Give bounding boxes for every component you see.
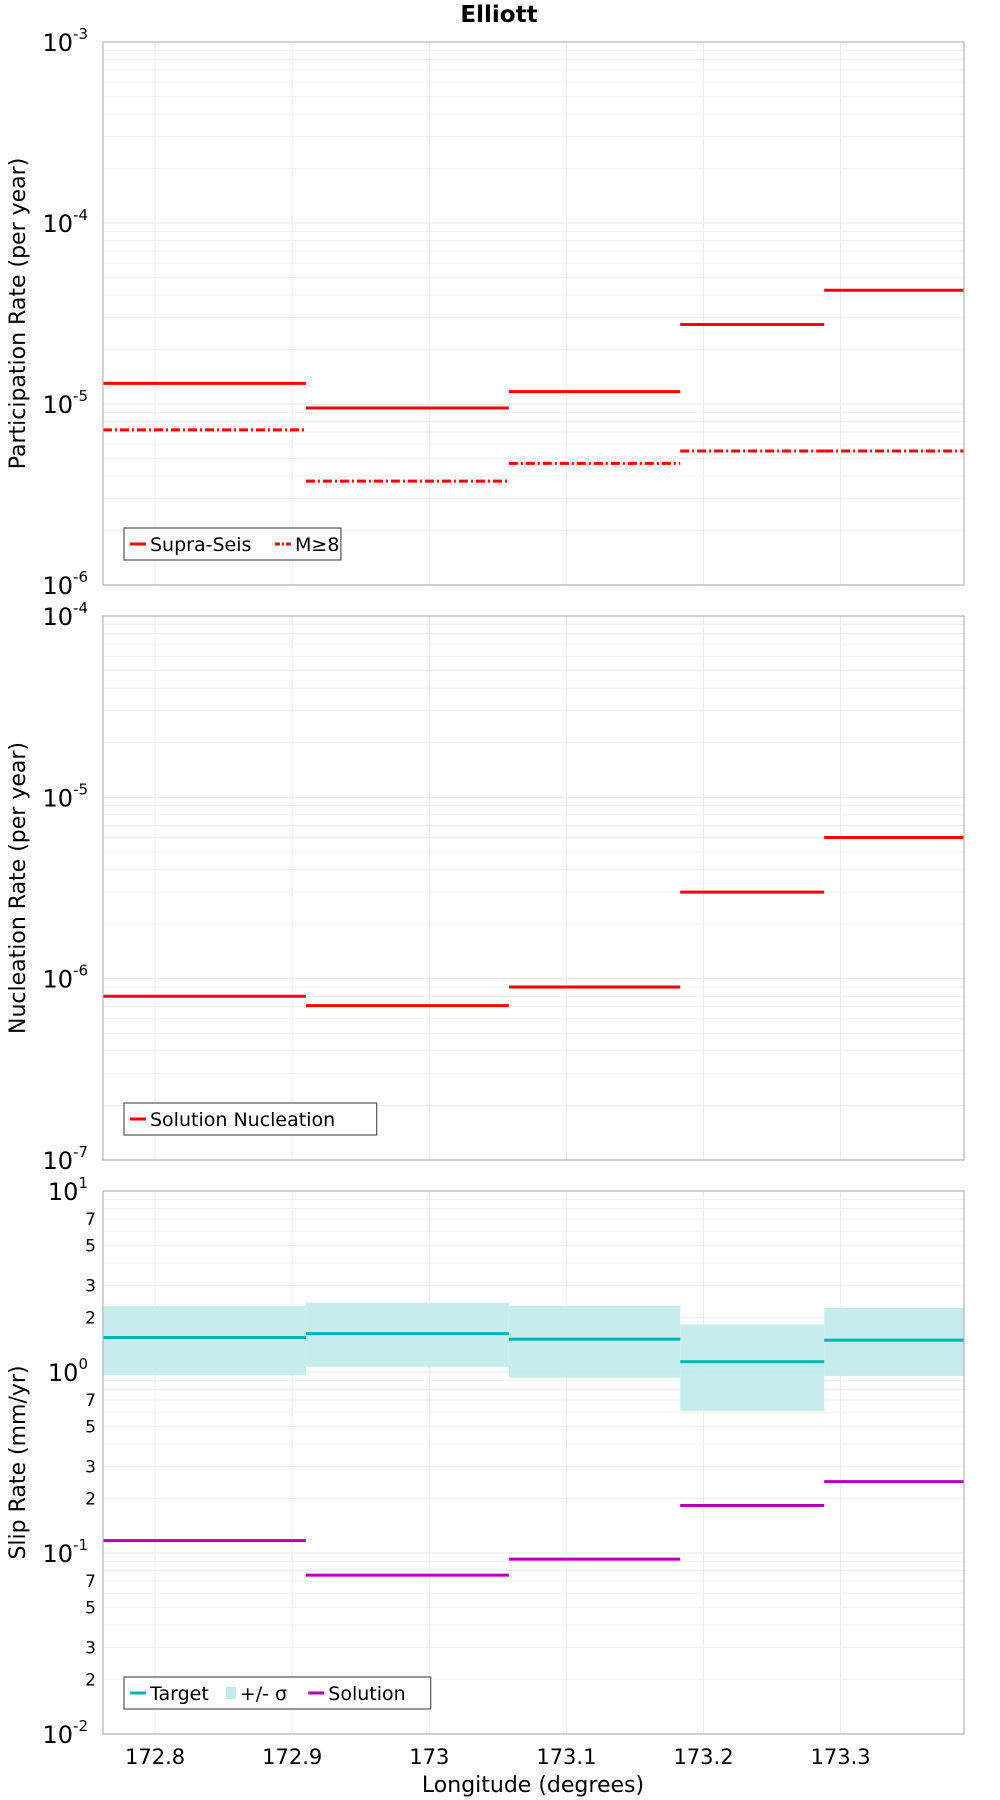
chart-title: Elliott bbox=[460, 2, 537, 28]
y-axis-title: Slip Rate (mm/yr) bbox=[6, 1365, 31, 1559]
y-minor-tick-label: 5 bbox=[85, 1598, 96, 1618]
legend-box bbox=[123, 527, 342, 561]
y-tick-label: 10-4 bbox=[42, 599, 88, 631]
y-minor-tick-label: 3 bbox=[85, 1639, 96, 1659]
legend-label: Solution bbox=[328, 1683, 405, 1705]
y-tick-label: 10-1 bbox=[42, 1536, 88, 1568]
legend: Solution Nucleation bbox=[123, 1102, 378, 1136]
x-tick-label: 173.3 bbox=[811, 1745, 871, 1769]
y-tick-label: 10-7 bbox=[42, 1143, 88, 1175]
y-minor-tick-label: 2 bbox=[85, 1309, 96, 1329]
legend-box bbox=[123, 1676, 432, 1710]
panel-nucleation: 10-7 10-6 10-5 10-4 Nucleation Rate (per yea… bbox=[6, 599, 965, 1175]
y-minor-tick-label: 5 bbox=[85, 1417, 96, 1437]
y-axis-title: Nucleation Rate (per year) bbox=[6, 742, 31, 1034]
panel-participation: 10-6 10-5 10-4 10-3 Participation Rate (per … bbox=[6, 25, 965, 600]
y-tick-label: 10-5 bbox=[42, 387, 88, 419]
plot-frame bbox=[102, 615, 965, 1161]
legend-label: M≥8 bbox=[295, 534, 339, 556]
sigma-band-segment bbox=[103, 1306, 306, 1376]
y-tick-label: 100 bbox=[48, 1355, 88, 1387]
legend-label: Supra-Seis bbox=[150, 534, 251, 556]
plot-frame bbox=[102, 1190, 965, 1735]
y-minor-tick-label: 2 bbox=[85, 1490, 96, 1510]
x-tick-label: 173 bbox=[409, 1745, 449, 1769]
y-minor-tick-label: 2 bbox=[85, 1671, 96, 1691]
x-tick-label: 173.2 bbox=[673, 1745, 733, 1769]
panel-slip: 10-2 10-1 100 101 2 3 5 7 2 3 5 7 2 3 5 7 Slip Rate (mm/… bbox=[6, 1174, 965, 1769]
legend: Target +/- σ Solution bbox=[123, 1676, 432, 1710]
y-tick-label: 10-6 bbox=[42, 962, 88, 994]
x-tick-label: 172.8 bbox=[125, 1745, 185, 1769]
legend-label: Solution Nucleation bbox=[150, 1109, 335, 1131]
legend: Supra-Seis M≥8 bbox=[123, 527, 342, 561]
legend-label: Target bbox=[149, 1683, 209, 1705]
y-minor-tick-label: 5 bbox=[85, 1236, 96, 1256]
y-minor-tick-label: 3 bbox=[85, 1458, 96, 1478]
y-axis-title: Participation Rate (per year) bbox=[6, 158, 31, 470]
legend-label: +/- σ bbox=[240, 1683, 287, 1705]
y-tick-label: 10-6 bbox=[42, 568, 88, 600]
x-tick-label: 173.1 bbox=[536, 1745, 596, 1769]
sigma-band-segment bbox=[824, 1307, 964, 1377]
legend-box bbox=[123, 1102, 378, 1136]
y-minor-tick-label: 7 bbox=[85, 1210, 96, 1230]
y-tick-label: 10-2 bbox=[42, 1717, 88, 1749]
y-minor-tick-label: 7 bbox=[85, 1572, 96, 1592]
sigma-band-segment bbox=[508, 1305, 681, 1378]
y-tick-label: 10-3 bbox=[42, 25, 88, 57]
x-tick-label: 172.9 bbox=[262, 1745, 322, 1769]
y-tick-label: 10-4 bbox=[42, 206, 88, 238]
sigma-band-segment bbox=[680, 1324, 825, 1411]
plot-frame bbox=[102, 41, 965, 586]
y-minor-tick-label: 3 bbox=[85, 1277, 96, 1297]
y-minor-tick-label: 7 bbox=[85, 1391, 96, 1411]
y-tick-label: 101 bbox=[48, 1174, 88, 1206]
legend-swatch bbox=[225, 1687, 236, 1699]
x-axis-title: Longitude (degrees) bbox=[422, 1773, 644, 1798]
y-tick-label: 10-5 bbox=[42, 780, 88, 812]
